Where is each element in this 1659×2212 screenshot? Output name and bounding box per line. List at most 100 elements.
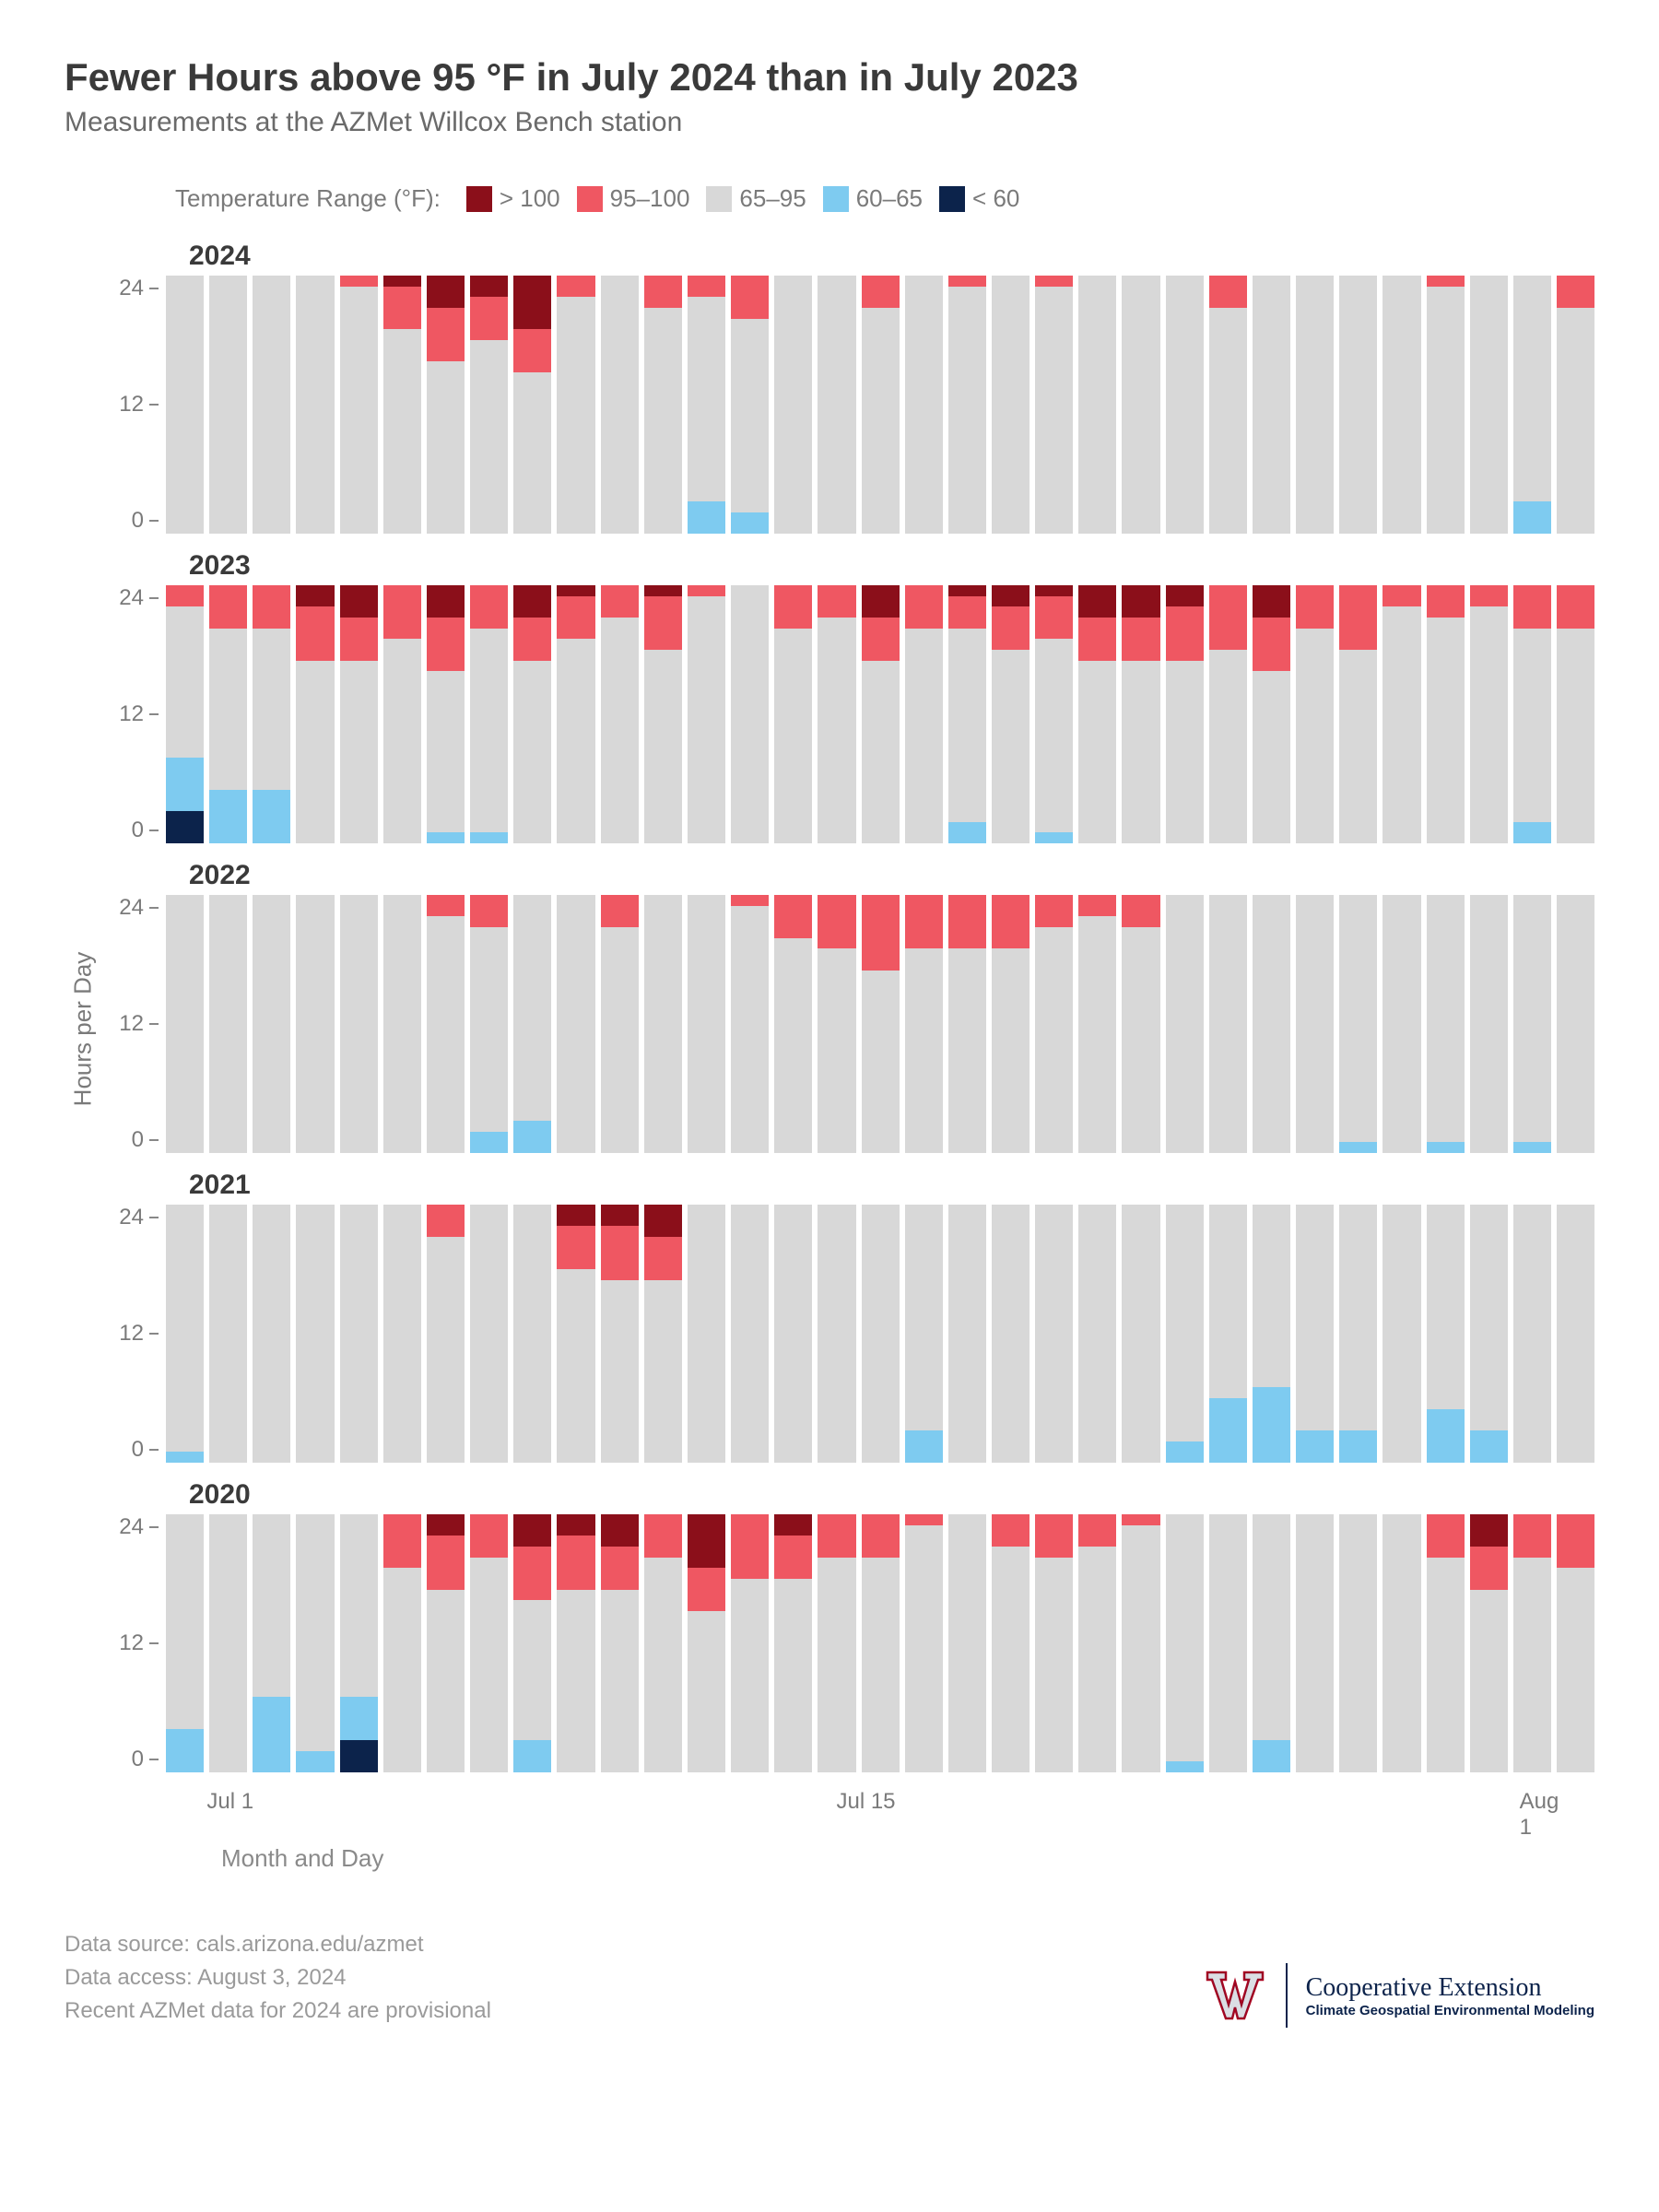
- legend-item-label: 60–65: [856, 184, 923, 213]
- bar-segment: [731, 1514, 769, 1579]
- bar-segment: [992, 1547, 1030, 1772]
- day-bar: [644, 276, 682, 534]
- footer-line: Data source: cals.arizona.edu/azmet: [65, 1928, 491, 1961]
- bar-segment: [383, 1568, 421, 1772]
- bar-segment: [1078, 1547, 1116, 1772]
- bars-container: [166, 276, 1594, 534]
- bar-segment: [166, 606, 204, 757]
- day-bar: [948, 1514, 986, 1772]
- day-bar: [644, 1514, 682, 1772]
- bar-segment: [1035, 927, 1073, 1153]
- bar-segment: [1253, 895, 1290, 1153]
- bar-segment: [862, 276, 900, 308]
- year-panel: 202224120: [101, 860, 1594, 1153]
- day-bar: [818, 1514, 855, 1772]
- day-bar: [383, 895, 421, 1153]
- bar-segment: [1253, 1514, 1290, 1740]
- day-bar: [1427, 895, 1465, 1153]
- day-bar: [905, 585, 943, 843]
- bar-segment: [644, 596, 682, 650]
- bar-segment: [644, 1205, 682, 1237]
- bar-segment: [948, 1514, 986, 1772]
- bar-segment: [948, 1205, 986, 1463]
- bar-segment: [731, 895, 769, 906]
- day-bar: [1253, 1514, 1290, 1772]
- bar-segment: [1296, 1514, 1334, 1772]
- y-axis: 24120: [101, 276, 166, 534]
- day-bar: [340, 276, 378, 534]
- day-bar: [427, 895, 465, 1153]
- bar-segment: [1078, 895, 1116, 916]
- bar-segment: [1296, 629, 1334, 843]
- bar-segment: [644, 585, 682, 596]
- day-bar: [1209, 585, 1247, 843]
- panel-year-label: 2020: [189, 1479, 1594, 1511]
- bar-segment: [1557, 629, 1594, 843]
- bar-segment: [427, 1514, 465, 1535]
- day-bar: [992, 1514, 1030, 1772]
- y-tick: 24: [119, 585, 159, 611]
- day-bar: [166, 1514, 204, 1772]
- bar-segment: [296, 585, 334, 606]
- bar-segment: [601, 1590, 639, 1772]
- bar-segment: [1339, 895, 1377, 1142]
- day-bar: [1209, 1205, 1247, 1463]
- bar-segment: [731, 906, 769, 1153]
- bar-segment: [1166, 1761, 1204, 1772]
- day-bar: [731, 895, 769, 1153]
- bar-segment: [340, 287, 378, 534]
- bar-segment: [557, 585, 594, 596]
- day-bar: [601, 585, 639, 843]
- bar-segment: [383, 276, 421, 287]
- day-bar: [253, 276, 290, 534]
- bar-segment: [1253, 585, 1290, 618]
- bar-segment: [1035, 585, 1073, 596]
- bar-segment: [1035, 1205, 1073, 1463]
- bar-segment: [1513, 1558, 1551, 1772]
- day-bar: [1122, 585, 1159, 843]
- bar-segment: [992, 948, 1030, 1153]
- bar-segment: [1209, 650, 1247, 843]
- day-bar: [253, 585, 290, 843]
- day-bar: [905, 276, 943, 534]
- bar-segment: [862, 585, 900, 618]
- bar-segment: [688, 1514, 725, 1568]
- day-bar: [1166, 1514, 1204, 1772]
- day-bar: [1557, 585, 1594, 843]
- day-bar: [470, 585, 508, 843]
- day-bar: [1253, 1205, 1290, 1463]
- bar-segment: [818, 948, 855, 1153]
- bar-segment: [992, 1514, 1030, 1547]
- y-tick: 12: [119, 701, 159, 727]
- bar-segment: [862, 1205, 900, 1463]
- bar-segment: [948, 585, 986, 596]
- day-bar: [1470, 1205, 1508, 1463]
- bar-segment: [1427, 276, 1465, 287]
- bar-segment: [1470, 606, 1508, 843]
- bar-segment: [1122, 1205, 1159, 1463]
- bar-segment: [340, 618, 378, 661]
- bar-segment: [166, 895, 204, 1153]
- bar-segment: [688, 585, 725, 596]
- day-bar: [1427, 1514, 1465, 1772]
- bar-segment: [1339, 1142, 1377, 1153]
- day-bar: [688, 1514, 725, 1772]
- bar-segment: [688, 1568, 725, 1611]
- y-tick: 0: [132, 1127, 159, 1153]
- bar-segment: [1078, 916, 1116, 1153]
- day-bar: [1427, 585, 1465, 843]
- bar-segment: [1035, 895, 1073, 927]
- bar-segment: [427, 916, 465, 1153]
- day-bar: [862, 585, 900, 843]
- day-bar: [513, 1205, 551, 1463]
- day-bar: [296, 1514, 334, 1772]
- bar-segment: [644, 308, 682, 534]
- bar-segment: [1557, 585, 1594, 629]
- bar-segment: [601, 1280, 639, 1463]
- bars-container: [166, 1205, 1594, 1463]
- day-bar: [731, 1205, 769, 1463]
- bar-segment: [818, 1205, 855, 1463]
- bar-segment: [253, 1697, 290, 1772]
- bar-segment: [1078, 1514, 1116, 1547]
- day-bar: [1253, 895, 1290, 1153]
